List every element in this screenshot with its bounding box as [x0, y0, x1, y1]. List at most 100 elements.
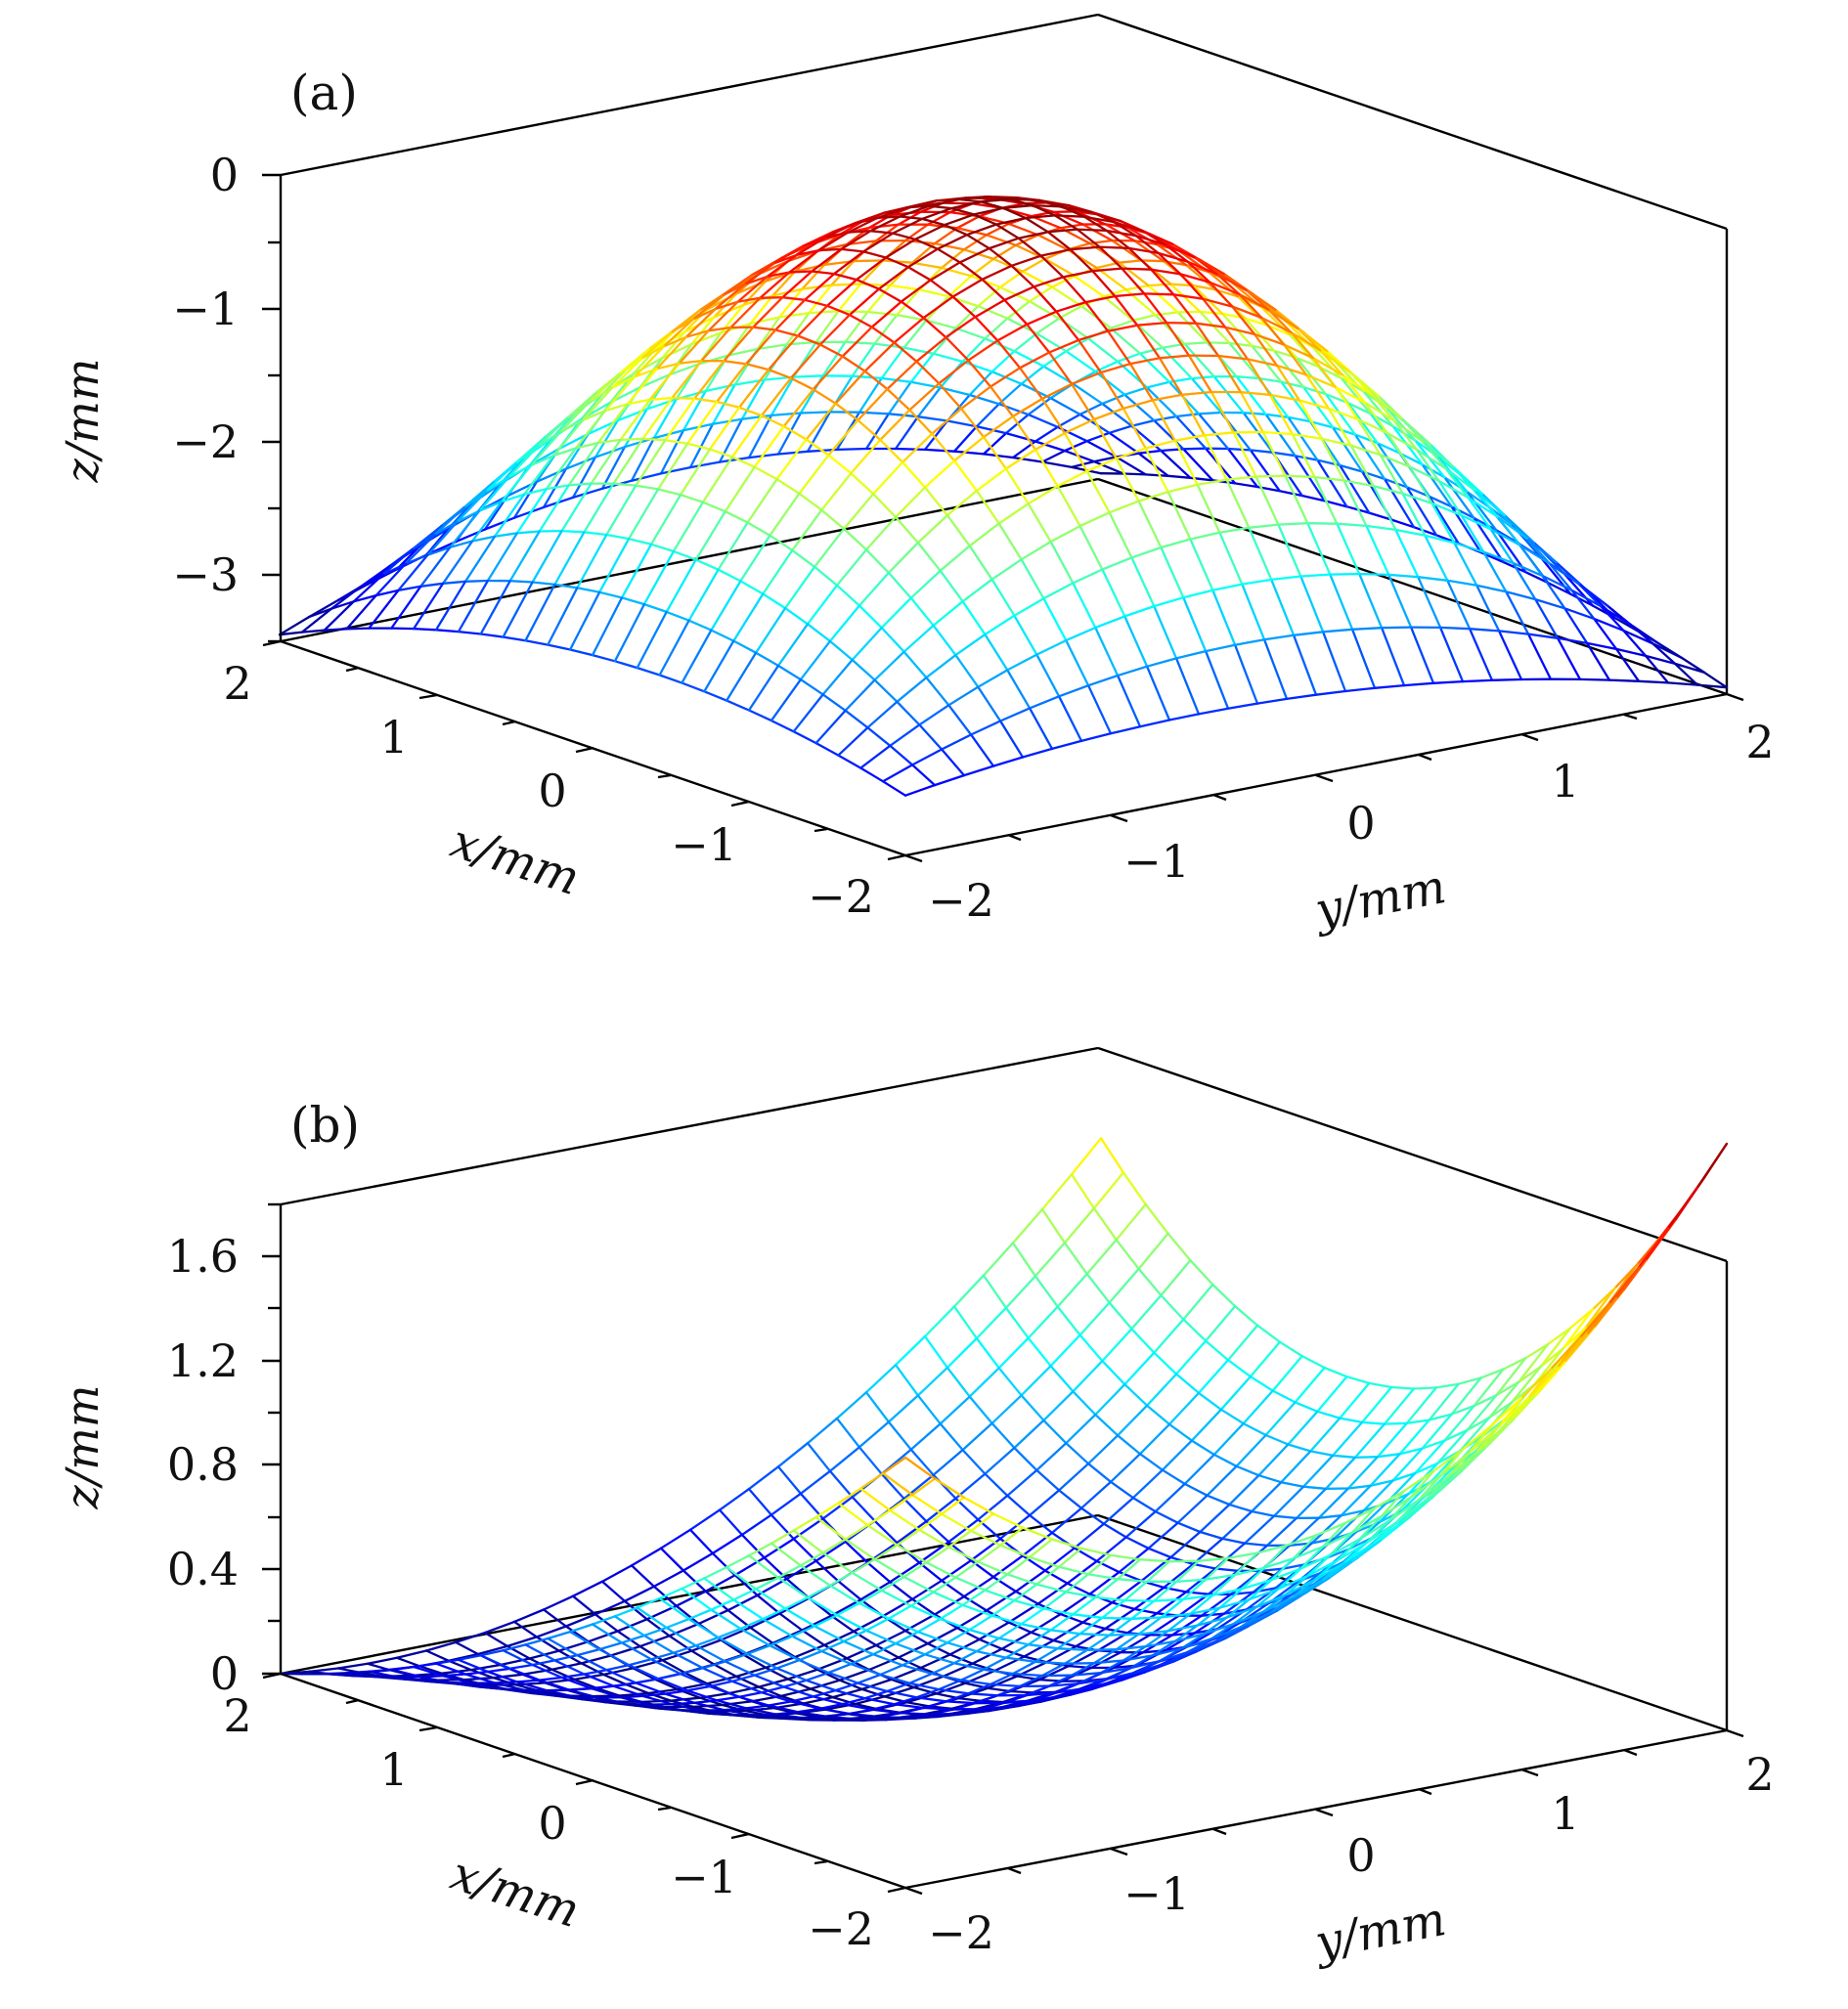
- surface-mesh-line: [723, 326, 755, 363]
- surface-mesh-line: [1468, 628, 1501, 633]
- surface-mesh-line: [1474, 489, 1507, 517]
- surface-mesh-line: [1084, 1680, 1117, 1689]
- surface-mesh-line: [855, 278, 881, 290]
- surface-mesh-line: [936, 247, 961, 264]
- surface-mesh-line: [873, 313, 899, 345]
- surface-mesh-line: [925, 319, 957, 329]
- surface-mesh-line: [873, 650, 905, 681]
- surface-mesh-line: [1342, 1542, 1375, 1564]
- surface-mesh-line: [1231, 305, 1263, 320]
- surface-mesh-line: [1063, 1662, 1096, 1665]
- surface-mesh-line: [753, 1674, 785, 1688]
- surface-mesh-line: [1167, 1559, 1201, 1563]
- surface-mesh-line: [1079, 732, 1113, 743]
- surface-mesh-line: [814, 709, 847, 745]
- surface-mesh-line: [925, 1561, 957, 1579]
- surface-mesh-line: [891, 217, 924, 235]
- surface-mesh-line: [877, 287, 902, 303]
- surface-mesh-line: [1585, 641, 1611, 681]
- surface-mesh-line: [889, 1581, 914, 1600]
- surface-mesh-line: [1176, 310, 1202, 314]
- surface-mesh-line: [952, 435, 986, 462]
- surface-mesh-line: [873, 1544, 899, 1561]
- surface-mesh-line: [710, 1608, 742, 1631]
- surface-mesh-line: [626, 368, 658, 406]
- surface-mesh-line: [982, 1274, 1008, 1309]
- surface-mesh-line: [1050, 739, 1083, 751]
- surface-mesh-line: [1228, 1474, 1260, 1507]
- surface-mesh-line: [990, 371, 1023, 385]
- surface-mesh-line: [1346, 1484, 1372, 1490]
- surface-mesh-line: [1035, 1565, 1061, 1586]
- surface-mesh-line: [1614, 647, 1641, 682]
- surface-mesh-line: [1189, 1594, 1214, 1615]
- surface-mesh-line: [933, 1477, 966, 1499]
- surface-mesh-line: [508, 580, 534, 584]
- surface-mesh-line: [724, 510, 749, 524]
- surface-mesh-line: [947, 1518, 980, 1544]
- surface-mesh-line: [630, 1547, 663, 1567]
- surface-mesh-line: [1101, 1359, 1126, 1386]
- surface-mesh-line: [893, 1703, 925, 1710]
- surface-mesh-line: [1043, 257, 1077, 278]
- surface-mesh-line: [1387, 573, 1413, 629]
- surface-mesh-line: [1057, 695, 1083, 743]
- surface-mesh-line: [538, 484, 570, 533]
- surface-mesh-line: [752, 296, 784, 328]
- surface-mesh-line: [1040, 1662, 1067, 1678]
- surface-mesh-line: [990, 1394, 1023, 1425]
- surface-mesh-line: [613, 1615, 646, 1638]
- surface-mesh-line: [959, 407, 986, 439]
- surface-mesh-line: [688, 1508, 722, 1531]
- surface-mesh-line: [1424, 534, 1449, 582]
- surface-mesh-line: [612, 437, 644, 485]
- surface-mesh-line: [679, 1673, 712, 1688]
- surface-mesh-line: [1204, 1573, 1237, 1581]
- surface-mesh-line: [952, 425, 979, 453]
- surface-mesh-line: [664, 1689, 689, 1695]
- surface-mesh-line: [1341, 373, 1367, 404]
- surface-mesh-line: [951, 295, 977, 319]
- surface-mesh-line: [908, 1672, 934, 1684]
- surface-mesh-line: [1077, 338, 1103, 374]
- surface-mesh-line: [820, 471, 853, 511]
- surface-mesh-line: [887, 1617, 920, 1634]
- surface-mesh-line: [1490, 1397, 1523, 1426]
- surface-mesh-line: [959, 1668, 986, 1681]
- surface-mesh-line: [568, 1623, 594, 1634]
- surface-mesh-line: [619, 437, 644, 442]
- surface-mesh-line: [1556, 636, 1589, 645]
- surface-mesh-line: [854, 211, 886, 225]
- surface-mesh-line: [1468, 1424, 1501, 1454]
- surface-mesh-line: [1098, 245, 1123, 270]
- surface-mesh-line: [866, 1508, 892, 1527]
- surface-mesh-line: [535, 1636, 560, 1652]
- surface-mesh-line: [1331, 1454, 1357, 1459]
- surface-mesh-line: [972, 206, 1005, 216]
- surface-mesh-line: [1327, 407, 1360, 421]
- surface-mesh-line: [842, 1639, 875, 1656]
- surface-mesh-line: [1153, 418, 1185, 451]
- surface-mesh-line: [1147, 284, 1179, 314]
- surface-mesh-line: [821, 1551, 854, 1574]
- surface-mesh-line: [1006, 300, 1032, 320]
- surface-mesh-line: [1063, 1648, 1088, 1665]
- surface-mesh-line: [984, 1446, 1016, 1475]
- surface-mesh-line: [426, 546, 452, 556]
- surface-mesh-line: [641, 396, 674, 441]
- surface-mesh-line: [1059, 1593, 1091, 1616]
- surface-mesh-line: [1147, 283, 1172, 287]
- surface-mesh-line: [1078, 413, 1111, 434]
- surface-mesh-line: [1368, 1381, 1393, 1389]
- surface-mesh-line: [681, 681, 706, 693]
- surface-mesh-line: [915, 360, 941, 385]
- surface-mesh-line: [837, 1502, 869, 1527]
- surface-mesh-line: [1532, 1347, 1565, 1386]
- surface-mesh-line: [955, 1609, 989, 1630]
- surface-mesh-line: [788, 248, 820, 274]
- surface-mesh-line: [926, 1642, 951, 1656]
- surface-mesh-line: [1073, 275, 1106, 298]
- surface-mesh-line: [938, 1687, 970, 1695]
- surface-mesh-line: [711, 1533, 744, 1555]
- surface-mesh-line: [1033, 276, 1065, 288]
